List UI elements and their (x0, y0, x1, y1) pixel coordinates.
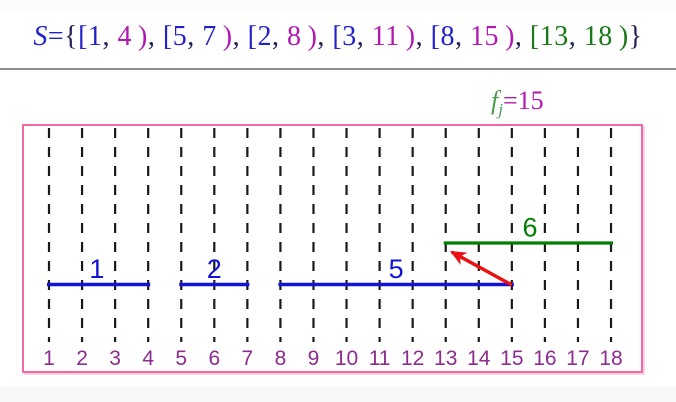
formula-segment: 4 (117, 21, 132, 52)
tick-label-7: 7 (242, 347, 254, 370)
tick-label-9: 9 (308, 347, 320, 370)
formula-segment: [3 (332, 21, 357, 52)
interval-diagram-frame: 1 2 3 4 5 6 7 8 9 10 11 12 13 14 15 16 17 18 1 2 5 6 (22, 124, 643, 373)
formula-segment: ) (498, 21, 515, 52)
formula-segment: , (187, 21, 203, 52)
formula-segment: 11 (371, 21, 400, 52)
formula-segment: S (33, 21, 48, 52)
formula-segment: , (232, 21, 248, 52)
set-definition: S ={[1, 4 ), [5, 7 ), [2, 8 ), [3, 11 ), … (0, 16, 676, 58)
formula-segment: , (568, 21, 584, 52)
formula-segment: [13 (529, 21, 569, 52)
flabel-value: =15 (502, 86, 544, 115)
tick-label-8: 8 (275, 347, 287, 370)
tick-label-3: 3 (109, 347, 121, 370)
formula-segment: , (356, 21, 372, 52)
formula-segment: 8 (286, 21, 302, 52)
tick-label-6: 6 (208, 347, 220, 370)
formula-segment: ) (301, 21, 318, 52)
formula-segment: , (514, 21, 530, 52)
formula-segment: , (271, 21, 287, 52)
separator-line (0, 68, 676, 70)
diagram-border (22, 124, 643, 373)
formula-segment: ) (612, 21, 629, 52)
formula-segment: } (628, 21, 643, 52)
tick-label-18: 18 (599, 347, 622, 370)
interval-label-5: 5 (389, 254, 404, 284)
tick-label-12: 12 (401, 347, 424, 370)
formula-segment: [2 (247, 21, 272, 52)
finish-time-label: fj=15 (491, 86, 544, 120)
tick-label-14: 14 (467, 347, 491, 370)
tick-label-13: 13 (434, 347, 457, 370)
formula-segment: , (317, 21, 333, 52)
tick-label-1: 1 (43, 347, 55, 370)
interval-diagram: 1 2 3 4 5 6 7 8 9 10 11 12 13 14 15 16 17 181 2 56 (22, 124, 643, 373)
flabel-f: f (491, 86, 499, 115)
page-top-margin (0, 0, 676, 10)
formula-segment: 7 (202, 21, 217, 52)
formula-segment: ) (399, 21, 416, 52)
tick-label-5: 5 (175, 347, 187, 370)
tick-label-11: 11 (369, 347, 391, 370)
tick-label-4: 4 (142, 347, 154, 370)
interval-label-6: 6 (523, 213, 538, 243)
formula-segment: ) (216, 21, 233, 52)
flabel-subscript: j (498, 100, 503, 119)
page-bottom-margin (0, 386, 676, 402)
formula-segment: [8 (430, 21, 455, 52)
tick-label-15: 15 (500, 347, 523, 370)
formula-segment: ) (131, 21, 148, 52)
tick-label-10: 10 (335, 347, 358, 370)
tick-label-16: 16 (533, 347, 556, 370)
formula-segment: 18 (583, 21, 613, 52)
formula-segment: = (47, 21, 65, 52)
formula-segment: , (454, 21, 470, 52)
formula-segment: , (102, 21, 118, 52)
formula-segment: [1 (78, 21, 103, 52)
tick-label-17: 17 (566, 347, 589, 370)
interval-label-2: 2 (207, 254, 222, 284)
formula-segment: , (415, 21, 431, 52)
selection-arrow (449, 250, 513, 287)
formula-segment: [5 (162, 21, 188, 52)
formula-segment: { (64, 21, 79, 52)
formula-segment: , (147, 21, 163, 52)
formula-segment: 15 (469, 21, 499, 52)
tick-label-2: 2 (76, 347, 88, 370)
interval-label-1: 1 (89, 254, 104, 284)
